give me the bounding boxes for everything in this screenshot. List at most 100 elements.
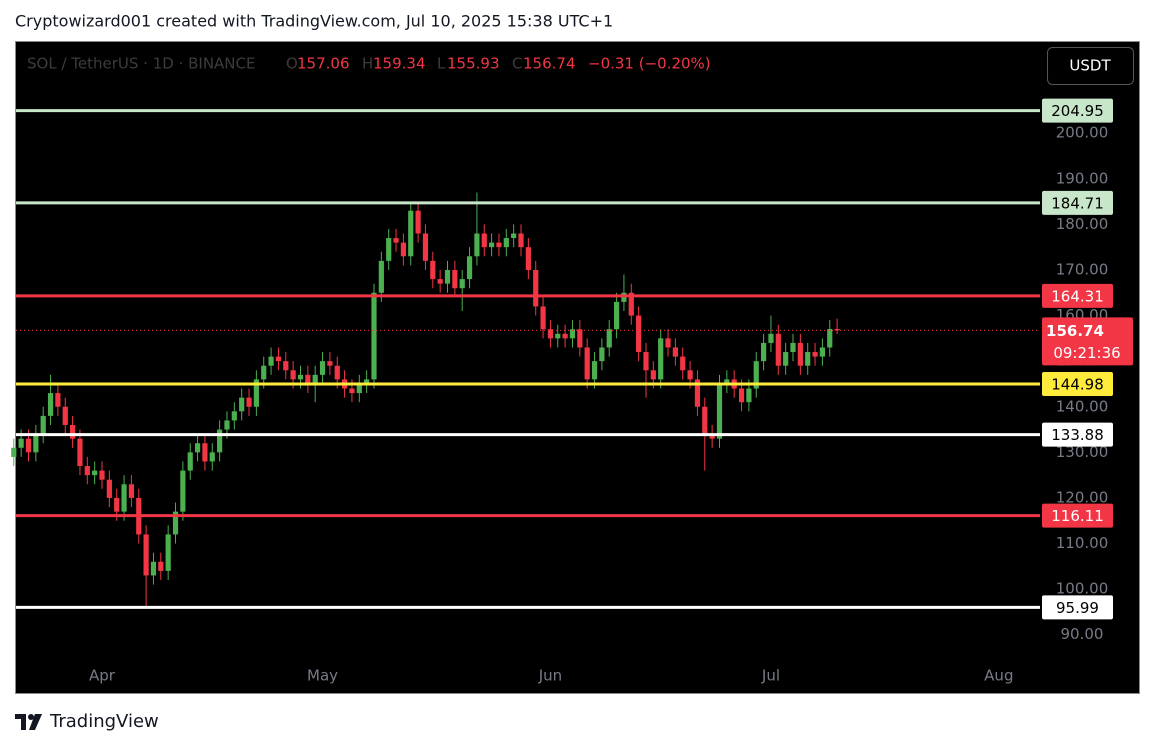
level-label-box — [1042, 422, 1113, 447]
candle-body — [790, 342, 796, 353]
level-label: 204.95 — [1051, 102, 1104, 120]
candle-body — [415, 210, 421, 234]
candle-body — [547, 329, 554, 339]
candle-body — [165, 534, 171, 571]
candle-body — [378, 260, 384, 293]
ohlc-value: 156.74 — [523, 55, 576, 73]
candle-body — [77, 438, 83, 467]
attribution: Cryptowizard001 created with TradingView… — [15, 12, 613, 31]
candle-body — [25, 438, 32, 453]
candle-body — [217, 429, 223, 453]
ohlc-value: 159.34 — [373, 55, 426, 73]
candle-body — [371, 292, 377, 380]
level-label-box — [1042, 190, 1113, 215]
candle-body — [47, 393, 54, 416]
candle-body — [827, 329, 833, 348]
candle-body — [797, 342, 803, 366]
candle-body — [658, 338, 664, 380]
candle-body — [665, 338, 671, 348]
candle-body — [805, 352, 811, 366]
candle-body — [819, 347, 826, 357]
candle-body — [746, 388, 752, 403]
candle-body — [246, 397, 252, 407]
candle-body — [481, 233, 487, 248]
candle-body — [437, 279, 443, 284]
candle-body — [584, 347, 590, 380]
candle-body — [489, 242, 495, 248]
candle-body — [275, 356, 282, 362]
candle-body — [753, 361, 759, 389]
candle-body — [224, 420, 230, 430]
level-label: 116.11 — [1051, 507, 1104, 525]
change: −0.31 (−0.20%) — [588, 55, 711, 73]
candle-body — [606, 329, 612, 348]
y-tick-label: 90.00 — [1061, 625, 1104, 643]
candle-body — [775, 333, 781, 366]
candle-body — [768, 333, 774, 343]
ohlc-value: 157.06 — [297, 55, 350, 73]
candle-body — [650, 370, 656, 380]
candle-body — [466, 256, 473, 280]
candle-body — [503, 238, 509, 248]
candle-body — [474, 233, 480, 257]
candle-body — [253, 379, 259, 407]
candle-body — [525, 247, 531, 270]
candle-body — [305, 374, 311, 384]
candle-body — [702, 406, 708, 435]
y-tick-label: 110.00 — [1056, 534, 1109, 552]
ohlc-label: O — [286, 55, 298, 73]
y-tick-label: 140.00 — [1056, 397, 1109, 415]
candle-body — [312, 374, 318, 384]
candle-body — [172, 511, 179, 535]
candle-body — [327, 361, 333, 366]
candle-body — [518, 233, 524, 248]
candle-body — [187, 452, 193, 471]
x-tick-label: May — [307, 667, 338, 685]
candle-body — [540, 306, 546, 330]
candle-body — [334, 365, 340, 380]
candle-body — [209, 452, 215, 462]
candle-body — [591, 361, 598, 380]
candle-body — [150, 561, 157, 576]
candle-body — [356, 383, 362, 394]
logo-icon — [15, 714, 42, 730]
candle-body — [680, 356, 686, 371]
candle-body — [643, 352, 649, 371]
y-tick-label: 130.00 — [1056, 443, 1109, 461]
candle-body — [555, 333, 561, 339]
y-tick-label: 170.00 — [1056, 260, 1109, 278]
level-label-box — [1042, 503, 1113, 528]
last-price-label: 156.74 — [1046, 322, 1104, 340]
candle-body — [761, 342, 767, 362]
currency-label[interactable]: USDT — [1069, 57, 1111, 75]
ohlc-value: 155.93 — [447, 55, 500, 73]
candle-body — [562, 333, 568, 339]
currency-button[interactable] — [1047, 47, 1134, 85]
candle-body — [687, 370, 693, 380]
candle-body — [738, 388, 745, 403]
candle-body — [180, 470, 186, 512]
level-label: 184.71 — [1051, 194, 1104, 212]
countdown: 09:21:36 — [1053, 344, 1120, 362]
candle-body — [834, 328, 840, 331]
candle-body — [613, 301, 620, 330]
candle-body — [55, 393, 61, 407]
candle-body — [114, 497, 120, 512]
candle-body — [62, 406, 68, 425]
candle-body — [297, 374, 304, 380]
candle-body — [18, 438, 24, 448]
candle-body — [533, 269, 539, 307]
candle-body — [194, 443, 201, 453]
x-tick-label: Jun — [538, 667, 562, 685]
candle-body — [636, 315, 642, 353]
candle-body — [349, 388, 355, 394]
candle-body — [143, 534, 149, 576]
candle-body — [452, 269, 458, 289]
level-label: 95.99 — [1056, 599, 1099, 617]
candle-body — [400, 242, 406, 257]
candle-body — [99, 470, 105, 480]
candle-body — [459, 279, 465, 289]
candle-body — [672, 347, 678, 357]
